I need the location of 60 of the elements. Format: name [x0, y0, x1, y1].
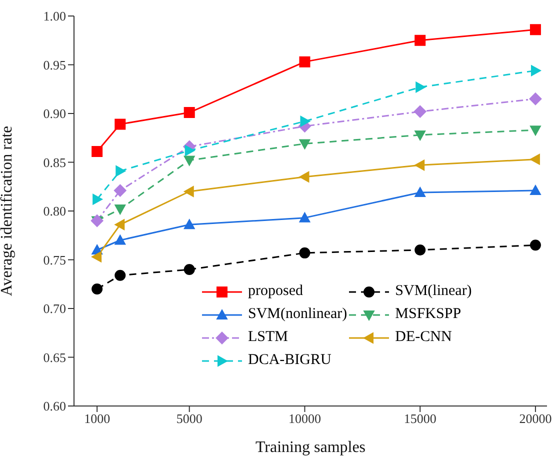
point — [92, 284, 103, 294]
point — [414, 130, 426, 140]
legend-label: DCA-BIGRU — [248, 352, 332, 369]
point — [299, 139, 310, 150]
legend-label: SVM(nonlinear) — [248, 306, 348, 323]
y-tick-label: 0.65 — [43, 350, 66, 365]
y-tick-label: 0.95 — [43, 57, 66, 72]
point — [414, 34, 426, 46]
legend-label: SVM(linear) — [395, 283, 472, 300]
point — [184, 219, 195, 230]
point — [92, 146, 103, 158]
point — [414, 160, 425, 171]
x-axis-title: Training samples — [255, 439, 366, 456]
point — [116, 166, 126, 177]
point — [184, 156, 195, 166]
legend-label: DE-CNN — [395, 329, 452, 346]
point — [299, 247, 310, 258]
point — [299, 56, 310, 68]
point — [416, 82, 426, 93]
point — [184, 107, 195, 118]
point — [114, 204, 126, 215]
y-tick-label: 0.80 — [43, 204, 66, 219]
point — [530, 24, 541, 36]
y-tick-label: 1.00 — [43, 8, 66, 24]
y-tick-label: 0.70 — [43, 301, 66, 316]
legend-label: LSTM — [248, 329, 288, 346]
point — [414, 244, 426, 256]
point — [92, 251, 102, 262]
x-tick-label: 20000 — [519, 411, 552, 426]
x-tick-label: 1000 — [84, 411, 110, 426]
point — [529, 92, 542, 106]
point — [114, 270, 126, 281]
point — [300, 116, 310, 127]
point — [299, 212, 310, 222]
point — [299, 171, 310, 182]
y-tick-label: 0.90 — [43, 106, 66, 122]
y-tick-label: 0.60 — [43, 398, 66, 414]
point — [530, 185, 541, 196]
point — [530, 126, 541, 136]
y-tick-label: 0.85 — [43, 154, 66, 170]
point — [530, 240, 541, 251]
point — [530, 65, 541, 76]
x-tick-label: 5000 — [176, 411, 202, 426]
y-axis-title: Average identification rate — [0, 126, 16, 296]
point — [114, 184, 126, 197]
x-tick-label: 15000 — [404, 411, 436, 426]
point — [184, 186, 194, 197]
point — [530, 154, 540, 165]
point — [114, 234, 126, 245]
x-tick-label: 10000 — [288, 411, 321, 426]
legend-label: MSFKSPP — [395, 306, 462, 323]
point — [414, 186, 426, 197]
legend-label: proposed — [248, 283, 303, 300]
point — [114, 118, 126, 130]
point — [114, 219, 125, 230]
point — [414, 105, 426, 118]
y-tick-label: 0.75 — [43, 252, 66, 268]
point — [92, 194, 103, 205]
point — [184, 264, 195, 275]
point — [184, 145, 195, 156]
